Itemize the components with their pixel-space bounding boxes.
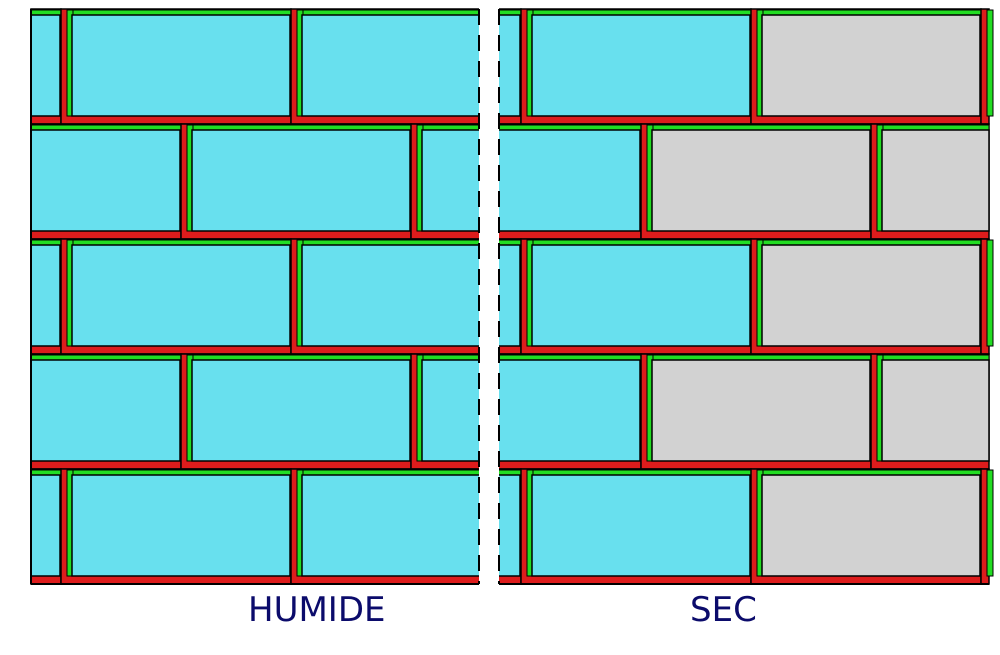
wet-brick xyxy=(71,474,291,577)
dry-brick xyxy=(881,129,990,232)
wet-brick xyxy=(30,474,61,577)
dry-brick xyxy=(761,14,981,117)
wet-brick xyxy=(191,129,411,232)
wet-brick xyxy=(531,474,751,577)
bricks-layer xyxy=(30,8,994,585)
wet-brick xyxy=(531,14,751,117)
mortar-left-edge xyxy=(986,9,994,117)
dry-brick xyxy=(651,129,871,232)
wet-dry-boundary xyxy=(478,7,500,586)
wet-brick xyxy=(421,359,641,462)
dry-brick xyxy=(881,359,990,462)
wet-brick xyxy=(421,129,641,232)
wet-brick xyxy=(30,129,181,232)
boundary-strip xyxy=(479,7,499,586)
wet-brick xyxy=(30,359,181,462)
dry-brick xyxy=(651,359,871,462)
wet-brick xyxy=(191,359,411,462)
dry-brick xyxy=(761,474,981,577)
mortar-left-edge xyxy=(986,469,994,577)
wet-brick xyxy=(71,244,291,347)
mortar-left-edge xyxy=(986,239,994,347)
dry-brick xyxy=(761,244,981,347)
dry-zone-label: SEC xyxy=(690,590,757,630)
wet-zone-label: HUMIDE xyxy=(248,590,386,630)
wet-brick xyxy=(71,14,291,117)
wet-brick xyxy=(531,244,751,347)
wet-brick xyxy=(30,14,61,117)
wet-brick xyxy=(30,244,61,347)
